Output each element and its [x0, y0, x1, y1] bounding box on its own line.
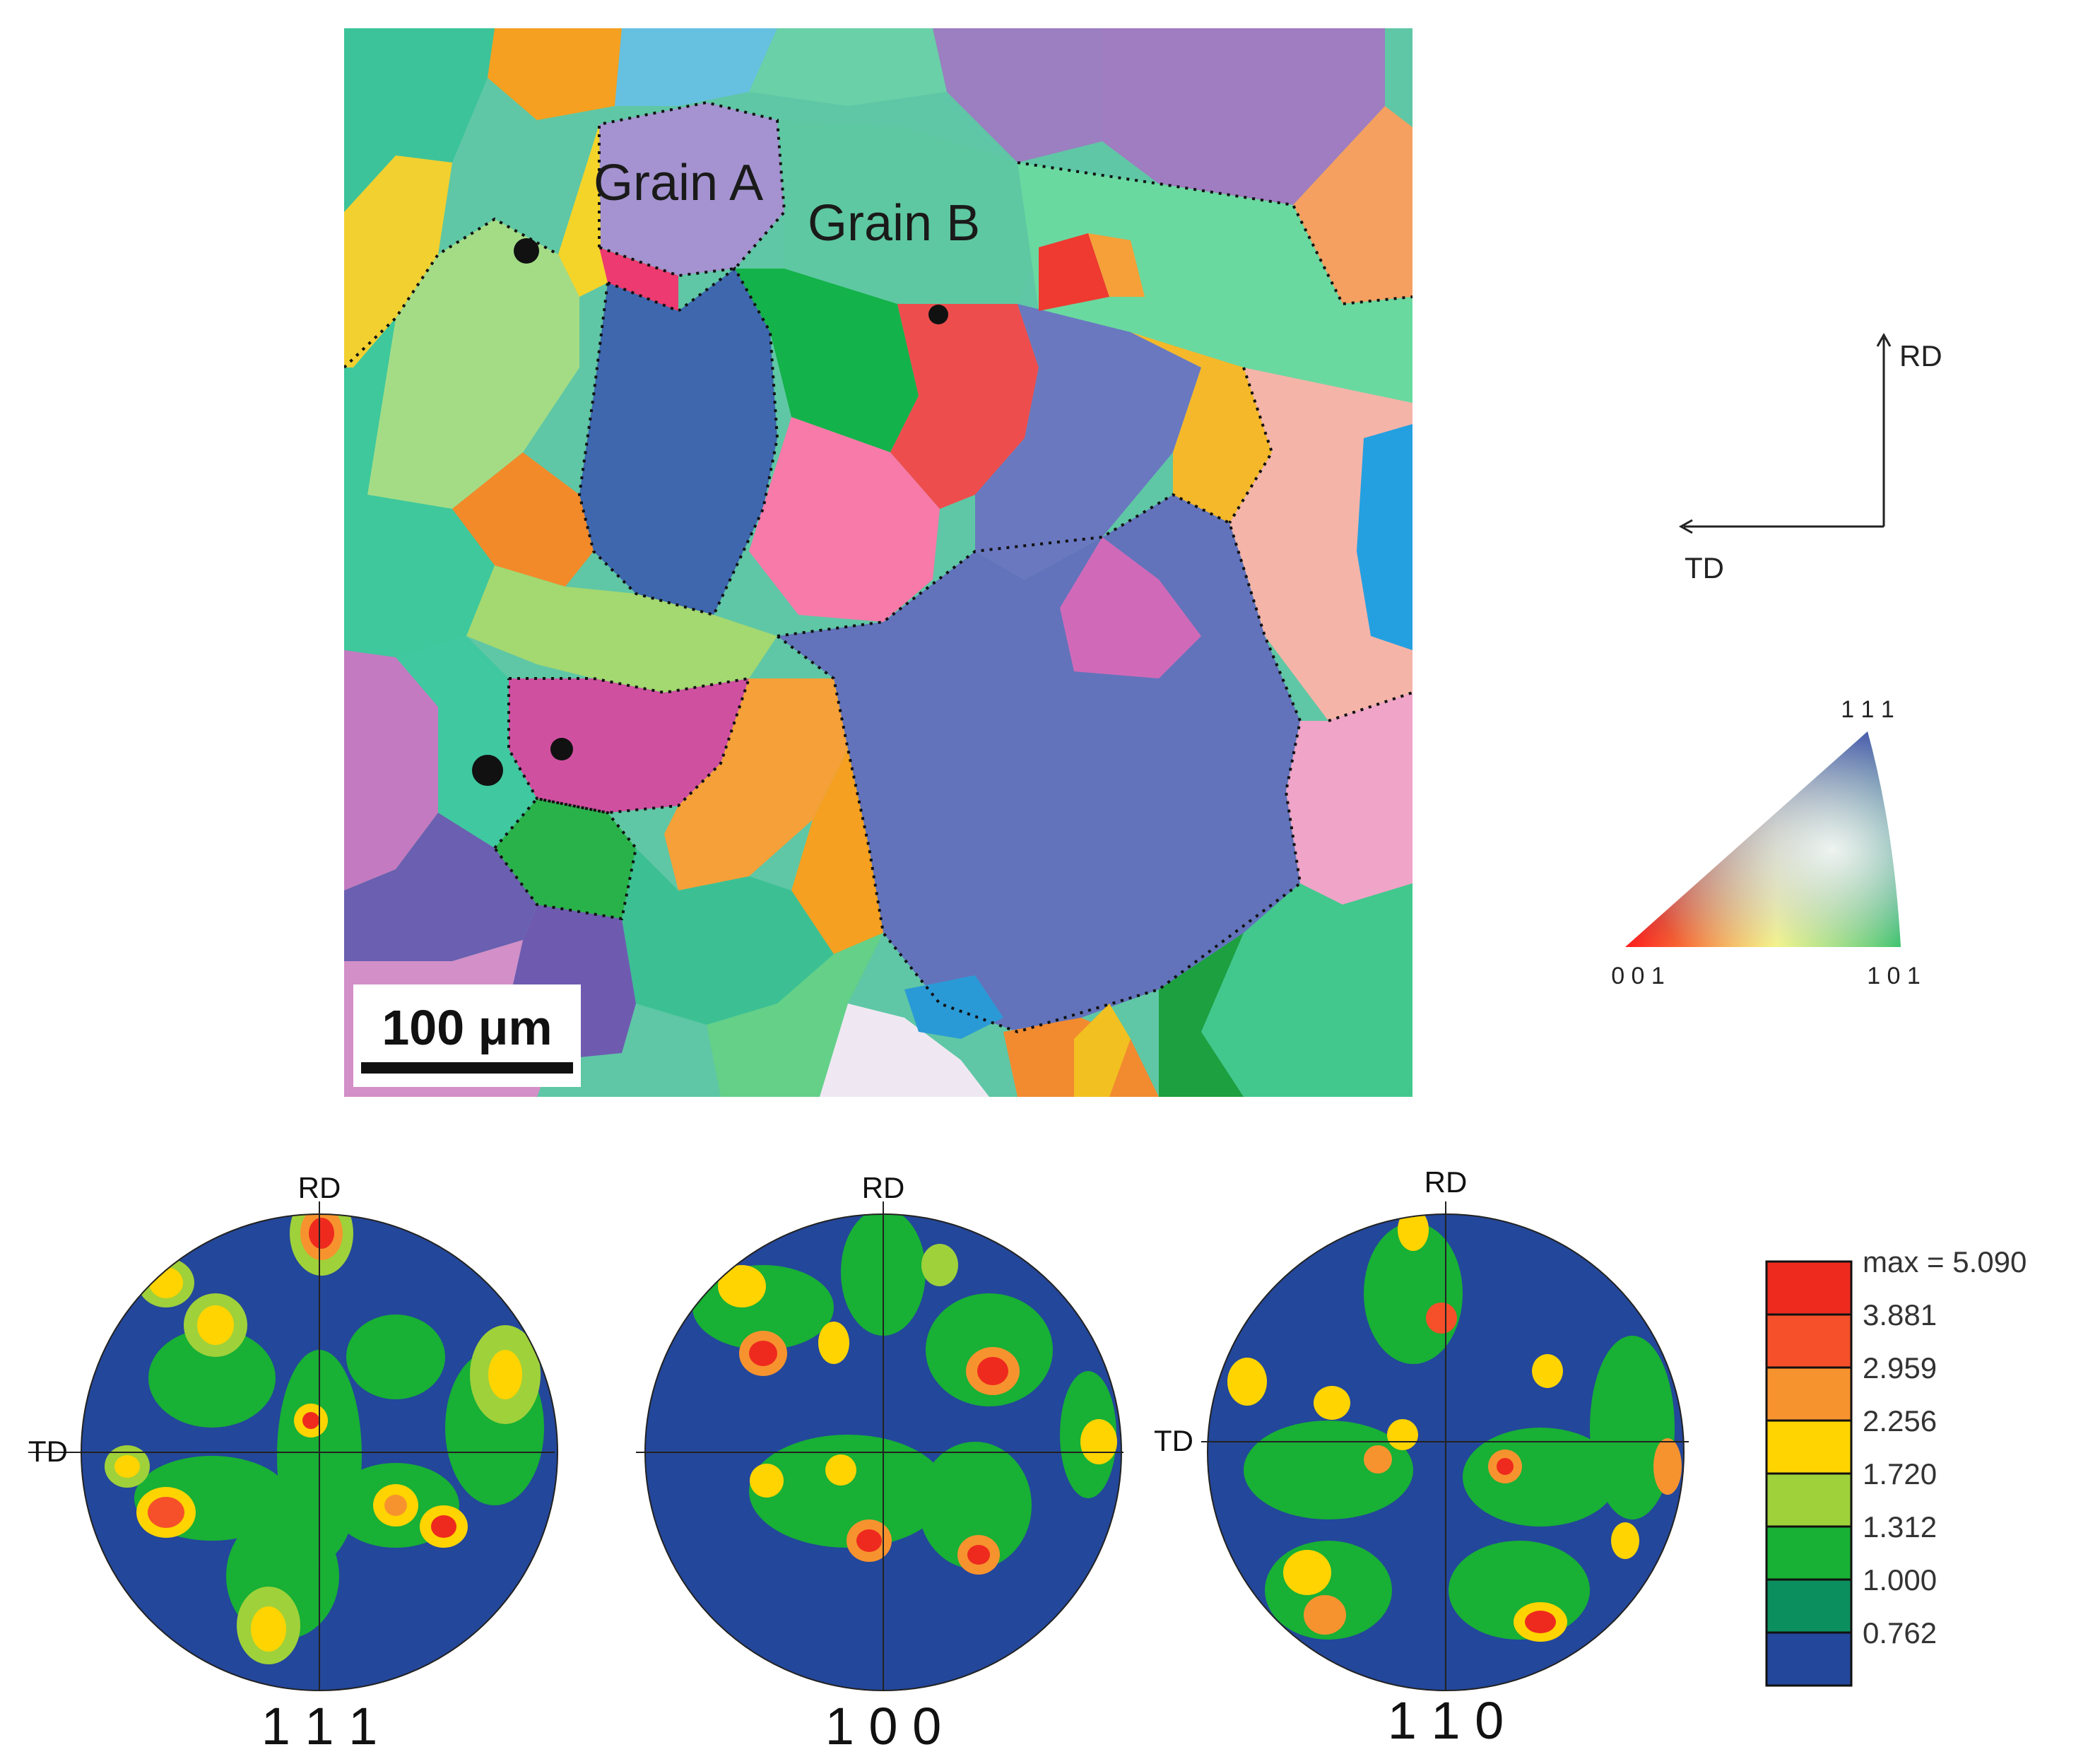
ipf-label-001: 0 0 1 — [1611, 963, 1665, 989]
legend-swatch — [1765, 1631, 1853, 1687]
legend-label: max = 5.090 — [1863, 1245, 2027, 1278]
grain — [707, 933, 883, 1097]
grain — [1201, 883, 1412, 1097]
grain-b-label: Grain B — [808, 195, 980, 252]
grain — [344, 650, 438, 890]
pole-figure-100 — [636, 1201, 1123, 1691]
scale-bar-line — [361, 1062, 573, 1074]
grain — [622, 848, 834, 1025]
legend-label: 1.312 — [1863, 1510, 1937, 1544]
scale-bar-label: 100 μm — [382, 1000, 552, 1055]
legend-label: 2.256 — [1863, 1404, 1937, 1437]
grain — [344, 155, 452, 368]
legend-swatch — [1765, 1260, 1853, 1316]
pole-figure-100-title: 1 0 0 — [825, 1697, 942, 1756]
grain — [466, 565, 777, 693]
pole-figure-100-rd-label: RD — [862, 1171, 905, 1204]
grain — [344, 813, 537, 961]
grain — [777, 120, 1039, 304]
grain — [1286, 693, 1412, 905]
grain — [452, 452, 594, 587]
grain — [890, 304, 1039, 509]
legend-swatch — [1765, 1525, 1853, 1581]
grain — [820, 1004, 989, 1097]
grain — [558, 124, 608, 297]
legend-swatch — [1765, 1419, 1853, 1475]
td-axis-label: TD — [1685, 551, 1724, 584]
axes-key — [1678, 332, 1892, 534]
grain — [749, 28, 947, 106]
grain — [975, 304, 1201, 580]
grain — [367, 219, 579, 509]
legend-swatch — [1765, 1578, 1853, 1634]
pole-figure-111 — [28, 1201, 558, 1691]
pole-figure-110 — [1201, 1201, 1689, 1691]
grain — [735, 269, 919, 452]
grain — [488, 28, 622, 120]
grain — [1039, 233, 1109, 311]
ipf-label-101: 1 0 1 — [1867, 963, 1921, 989]
grain — [1293, 106, 1412, 304]
grain — [1060, 537, 1201, 678]
grain-a-label: Grain A — [594, 155, 763, 211]
grain — [396, 636, 537, 848]
legend-label: 1.720 — [1863, 1457, 1937, 1490]
ebsd-orientation-map — [344, 28, 1412, 1097]
grain — [579, 269, 777, 615]
grain — [344, 318, 495, 657]
grain — [1102, 28, 1385, 205]
pole-figure-111-td-label: TD — [28, 1435, 68, 1468]
legend-swatch — [1765, 1313, 1853, 1369]
grain — [1074, 1004, 1131, 1097]
rd-axis-label: RD — [1899, 339, 1942, 372]
grain — [749, 417, 940, 622]
legend-label: 2.959 — [1863, 1351, 1937, 1384]
grain — [509, 678, 749, 813]
grain — [344, 28, 495, 212]
grain — [495, 799, 636, 919]
pole-figure-111-title: 1 1 1 — [261, 1697, 378, 1756]
grain — [1357, 424, 1412, 650]
scale-bar: 100 μm — [353, 984, 581, 1087]
legend-label: 1.000 — [1863, 1563, 1937, 1597]
grain — [1018, 163, 1412, 403]
grain — [904, 975, 1003, 1039]
legend-swatch — [1765, 1366, 1853, 1422]
ipf-color-triangle — [1625, 731, 1901, 947]
pole-figure-110-title: 1 1 0 — [1388, 1691, 1504, 1750]
legend-label: 3.881 — [1863, 1298, 1937, 1331]
grain — [1088, 233, 1145, 297]
intensity-legend: max = 5.090 3.881 2.959 2.256 1.720 1.31… — [1765, 1245, 2027, 1687]
pole-figure-110-td-label: TD — [1154, 1424, 1193, 1457]
pole-figure-110-rd-label: RD — [1425, 1165, 1468, 1199]
pole-figure-111-rd-label: RD — [298, 1171, 341, 1204]
legend-swatch — [1765, 1472, 1853, 1528]
grain — [664, 678, 848, 890]
grain — [791, 749, 883, 954]
grain — [1131, 332, 1272, 523]
grain — [599, 102, 784, 276]
ipf-label-111: 1 1 1 — [1841, 696, 1894, 723]
grain — [615, 28, 777, 106]
grain — [933, 28, 1102, 163]
legend-label: 0.762 — [1863, 1616, 1937, 1650]
grain — [1159, 933, 1244, 1097]
